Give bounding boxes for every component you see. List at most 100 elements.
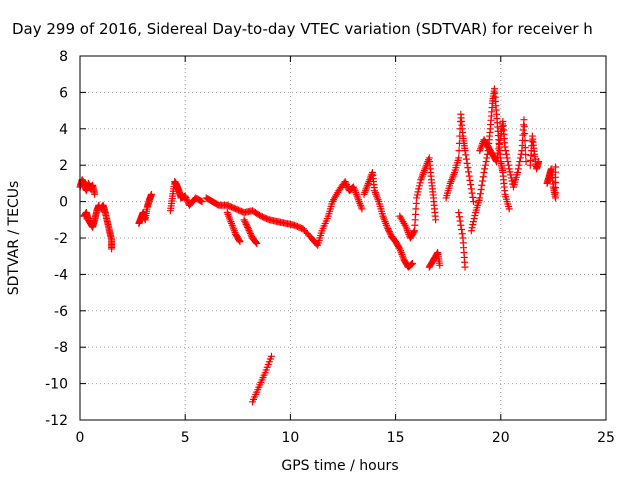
data-point — [466, 176, 474, 184]
data-point — [492, 156, 500, 164]
data-point — [458, 226, 466, 234]
data-point — [415, 185, 423, 193]
data-points — [76, 85, 560, 406]
data-point — [240, 216, 248, 224]
data-point — [343, 181, 351, 189]
data-point — [436, 261, 444, 269]
data-point — [467, 181, 475, 189]
data-point — [515, 161, 523, 169]
data-point — [182, 194, 190, 202]
data-point — [501, 143, 509, 151]
data-point — [481, 161, 489, 169]
data-point — [478, 181, 486, 189]
data-point — [183, 195, 191, 203]
y-tick-label: 6 — [59, 85, 68, 101]
data-point — [463, 159, 471, 167]
y-tick-label: -4 — [54, 267, 68, 283]
data-point — [383, 223, 391, 231]
data-point — [432, 216, 440, 224]
data-point — [495, 145, 503, 153]
data-point — [476, 190, 484, 198]
data-point — [246, 228, 254, 236]
data-point — [514, 165, 522, 173]
data-point — [464, 164, 472, 172]
data-point — [197, 197, 205, 205]
data-point — [385, 226, 393, 234]
data-point — [462, 151, 470, 159]
data-point — [468, 189, 476, 197]
data-point — [242, 220, 250, 228]
data-point — [236, 238, 244, 246]
data-point — [416, 179, 424, 187]
data-point — [247, 231, 255, 239]
data-point — [521, 130, 529, 138]
data-point — [358, 205, 366, 213]
data-point — [471, 212, 479, 220]
data-point — [413, 191, 421, 199]
y-tick-label: 0 — [59, 195, 68, 211]
data-point — [395, 244, 403, 252]
data-point — [241, 217, 249, 225]
data-point — [520, 123, 528, 131]
data-point — [505, 165, 513, 173]
data-point — [495, 141, 503, 149]
x-tick-label: 15 — [387, 430, 405, 446]
data-point — [246, 229, 254, 237]
data-point — [483, 154, 491, 162]
data-point — [505, 161, 513, 169]
data-point — [503, 154, 511, 162]
data-point — [469, 218, 477, 226]
x-tick-label: 20 — [492, 430, 510, 446]
data-point — [522, 158, 530, 166]
data-point — [505, 205, 513, 213]
data-point — [253, 239, 261, 247]
plot-frame — [79, 55, 607, 421]
data-point — [244, 225, 252, 233]
data-point — [480, 168, 488, 176]
x-axis-label: GPS time / hours — [281, 458, 398, 474]
data-point — [462, 155, 470, 163]
data-point — [408, 260, 416, 268]
data-point — [521, 137, 529, 145]
data-point — [535, 158, 543, 166]
data-point — [457, 221, 465, 229]
data-point — [516, 158, 524, 166]
data-point — [493, 153, 501, 161]
data-point — [415, 182, 423, 190]
y-tick-label: 8 — [59, 49, 68, 65]
x-tick-label: 25 — [597, 430, 615, 446]
data-point — [502, 147, 510, 155]
data-point — [384, 225, 392, 233]
data-point — [461, 147, 469, 155]
data-point — [496, 136, 504, 144]
data-point — [244, 223, 252, 231]
chart-title: Day 299 of 2016, Sidereal Day-to-day VTE… — [12, 20, 593, 38]
data-point — [245, 226, 253, 234]
y-tick-label: -12 — [45, 413, 68, 429]
y-tick-label: 2 — [59, 158, 68, 174]
data-point — [455, 154, 463, 162]
grid — [80, 56, 606, 420]
data-point — [108, 245, 116, 253]
data-point — [502, 150, 510, 158]
x-tick-label: 0 — [76, 430, 85, 446]
data-point — [504, 158, 512, 166]
data-point — [408, 259, 416, 267]
data-point — [470, 215, 478, 223]
data-point — [467, 227, 475, 235]
data-point — [493, 158, 501, 166]
data-point — [479, 173, 487, 181]
data-point — [482, 158, 490, 166]
data-point — [494, 149, 502, 157]
data-point — [507, 171, 515, 179]
data-point — [181, 192, 189, 200]
data-point — [341, 178, 349, 186]
data-point — [467, 185, 475, 193]
y-tick-label: -10 — [45, 377, 68, 393]
y-axis-label: SDTVAR / TECUs — [6, 181, 22, 296]
data-point — [469, 198, 477, 206]
y-tick-label: -8 — [54, 340, 68, 356]
data-point — [461, 263, 469, 271]
x-tick-label: 10 — [281, 430, 299, 446]
